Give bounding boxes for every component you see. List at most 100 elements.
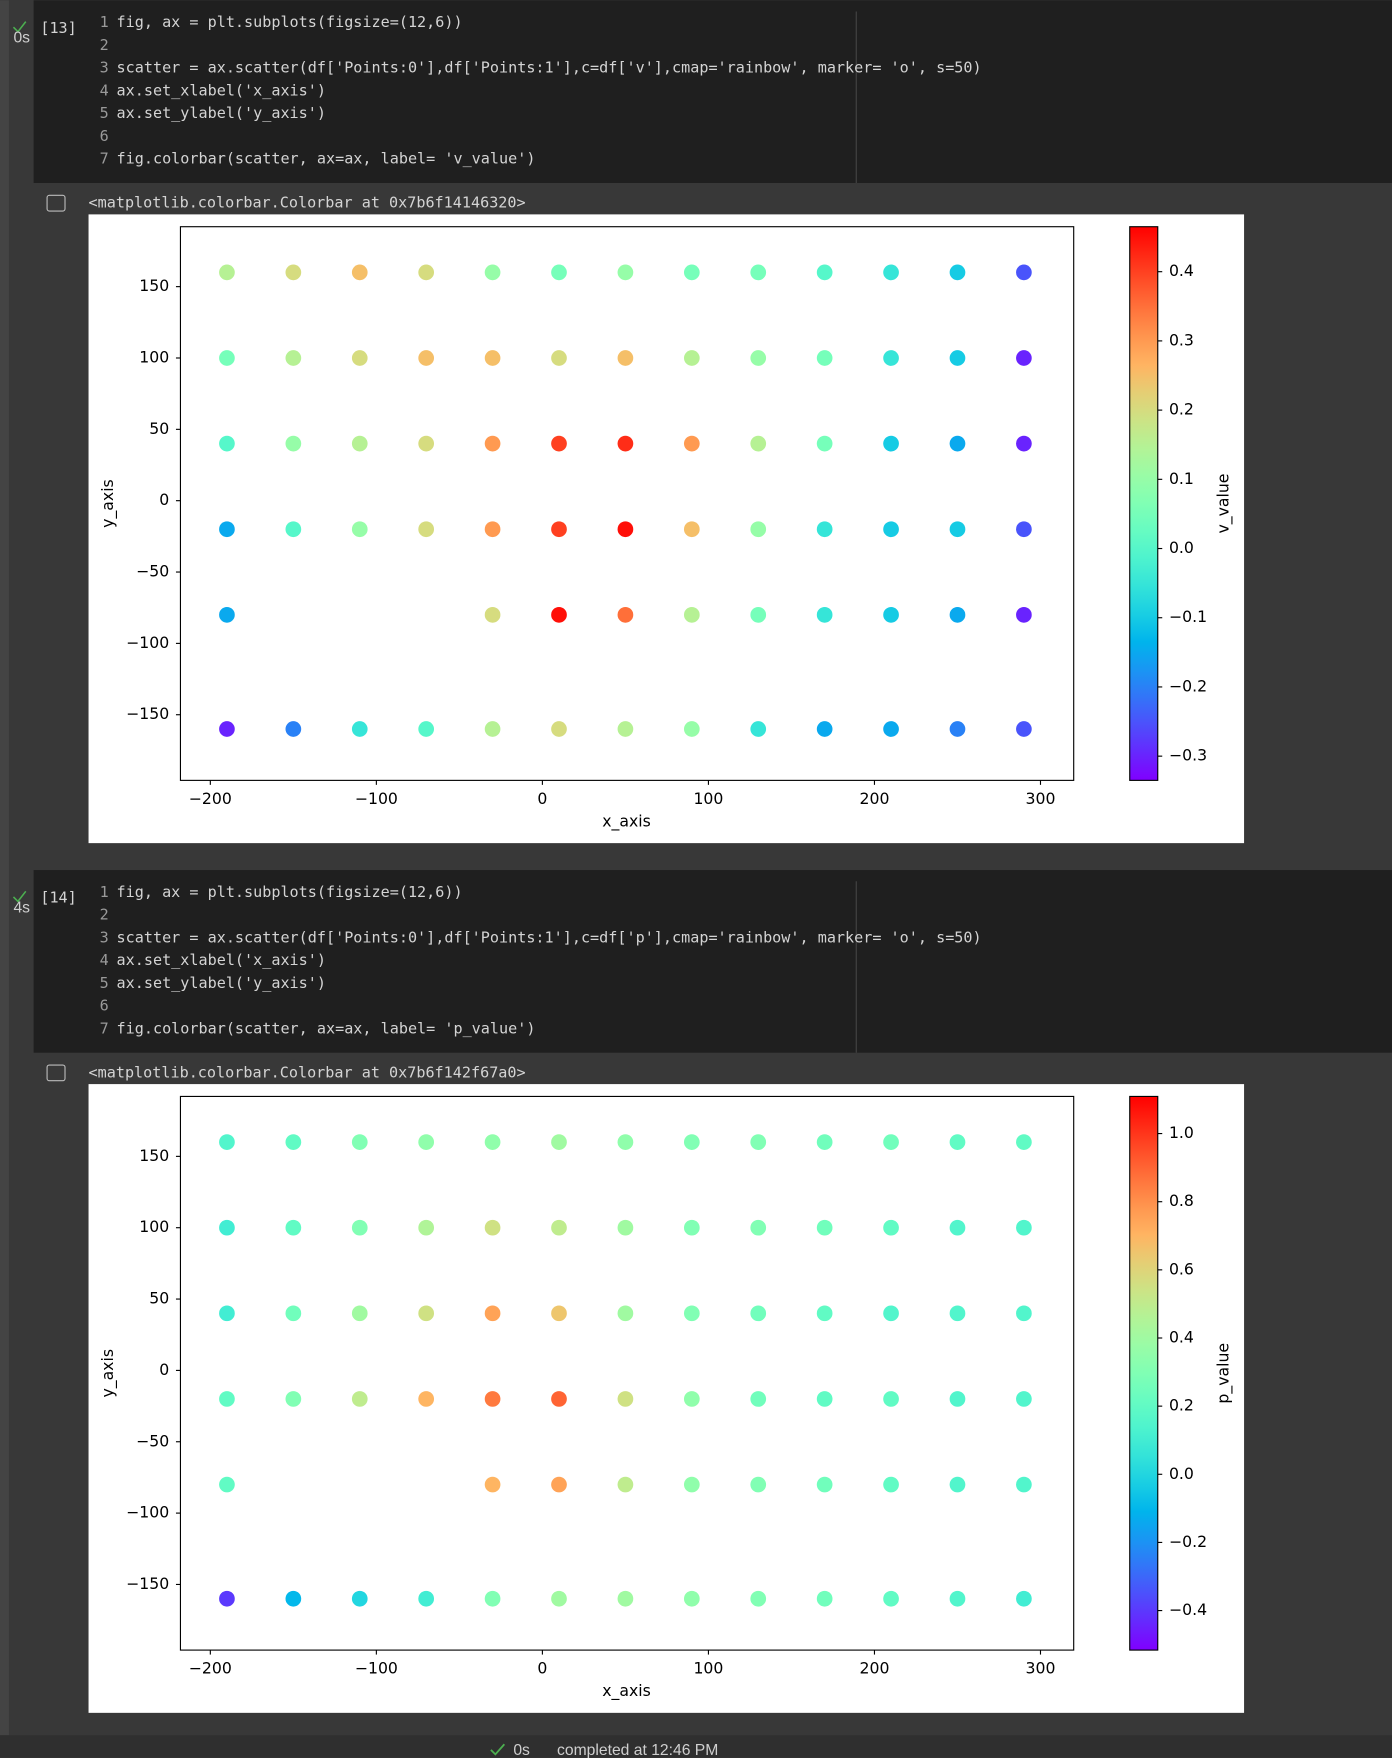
point (816, 1219, 833, 1236)
line-number: 7 (100, 1019, 109, 1037)
colorbar-tick-label: −0.2 (1169, 676, 1207, 695)
point (949, 435, 966, 452)
code-line: ax.set_xlabel('x_axis') (117, 951, 326, 969)
colorbar-tick-label: −0.3 (1169, 746, 1207, 765)
point (683, 606, 700, 623)
code-line: scatter = ax.scatter(df['Points:0'],df['… (117, 928, 982, 946)
point (484, 1134, 501, 1150)
point (683, 1476, 700, 1493)
output-text: <matplotlib.colorbar.Colorbar at 0x7b6f1… (89, 194, 526, 212)
y-tick-label: 100 (139, 347, 169, 366)
colorbar-tick-label: −0.2 (1169, 1532, 1207, 1551)
x-tick-label: −100 (355, 1659, 398, 1678)
line-number: 4 (100, 951, 109, 969)
point (883, 264, 899, 281)
point (1016, 1391, 1032, 1407)
run-duration: 4s (13, 899, 30, 916)
point (551, 1391, 567, 1407)
point (683, 721, 700, 737)
colorbar-tick-label: 0.4 (1169, 261, 1194, 280)
colorbar-tick-label: 0.0 (1169, 538, 1194, 557)
point (816, 350, 833, 366)
point (484, 264, 501, 281)
output-icon (46, 1064, 66, 1082)
point (949, 1476, 966, 1493)
point (351, 350, 368, 366)
point (1016, 1590, 1032, 1607)
point (750, 606, 767, 623)
point (219, 1305, 235, 1322)
code-line: fig, ax = plt.subplots(figsize=(12,6)) (117, 13, 463, 31)
point (285, 1590, 302, 1607)
point (617, 435, 634, 452)
point (617, 350, 634, 366)
point (484, 1476, 501, 1493)
axes-frame (179, 1095, 1075, 1651)
colorbar-tick-label: 0.4 (1169, 1327, 1194, 1346)
code-line: fig, ax = plt.subplots(figsize=(12,6)) (117, 883, 463, 901)
line-number: 3 (100, 928, 109, 946)
colorbar-tick-label: 0.8 (1169, 1191, 1194, 1210)
x-tick-label: 300 (1026, 1659, 1056, 1678)
point (683, 1134, 700, 1150)
point (219, 1219, 235, 1236)
point (1016, 606, 1032, 623)
point (883, 606, 899, 623)
point (883, 1391, 899, 1407)
status-check (490, 1743, 506, 1756)
point (551, 1305, 567, 1322)
point (551, 264, 567, 281)
point (351, 264, 368, 281)
point (617, 1305, 634, 1322)
point (1016, 521, 1032, 538)
colorbar-tick-label: 0.6 (1169, 1259, 1194, 1278)
y-tick-label: 0 (159, 490, 169, 509)
point (285, 435, 302, 452)
line-number: 1 (100, 883, 109, 901)
point (219, 606, 235, 623)
point (1016, 1219, 1032, 1236)
point (484, 721, 501, 737)
point (418, 1590, 435, 1607)
code-line: ax.set_ylabel('y_axis') (117, 104, 326, 122)
code-cell (33, 870, 1392, 1053)
point (285, 1391, 302, 1407)
point (551, 435, 567, 452)
colorbar-tick-label: 0.0 (1169, 1464, 1194, 1483)
point (484, 1305, 501, 1322)
point (816, 521, 833, 538)
point (285, 521, 302, 538)
x-axis-label: x_axis (602, 1681, 651, 1701)
x-tick-label: −200 (189, 789, 232, 808)
run-check (12, 890, 27, 903)
y-tick-label: 100 (139, 1217, 169, 1236)
point (219, 435, 235, 452)
point (285, 1134, 302, 1150)
point (219, 350, 235, 366)
code-line: fig.colorbar(scatter, ax=ax, label= 'p_v… (117, 1019, 536, 1037)
exec-count: [13] (40, 19, 76, 37)
y-tick-label: 150 (139, 276, 169, 295)
point (617, 1134, 634, 1150)
colorbar-tick-label: 0.1 (1169, 469, 1194, 488)
point (683, 264, 700, 281)
y-tick-label: 150 (139, 1146, 169, 1165)
point (750, 1590, 767, 1607)
point (351, 721, 368, 737)
point (418, 350, 435, 366)
y-tick-label: −150 (126, 704, 169, 723)
point (617, 1590, 634, 1607)
point (351, 1134, 368, 1150)
point (219, 1476, 235, 1493)
x-tick-label: 300 (1026, 789, 1056, 808)
point (617, 264, 634, 281)
colorbar-tick-label: −0.1 (1169, 607, 1207, 626)
colorbar-tick-label: 1.0 (1169, 1123, 1194, 1142)
exec-count: [14] (40, 889, 76, 907)
output-icon (46, 194, 66, 212)
point (883, 1134, 899, 1150)
point (351, 1391, 368, 1407)
x-tick-label: −100 (355, 789, 398, 808)
point (750, 1134, 767, 1150)
